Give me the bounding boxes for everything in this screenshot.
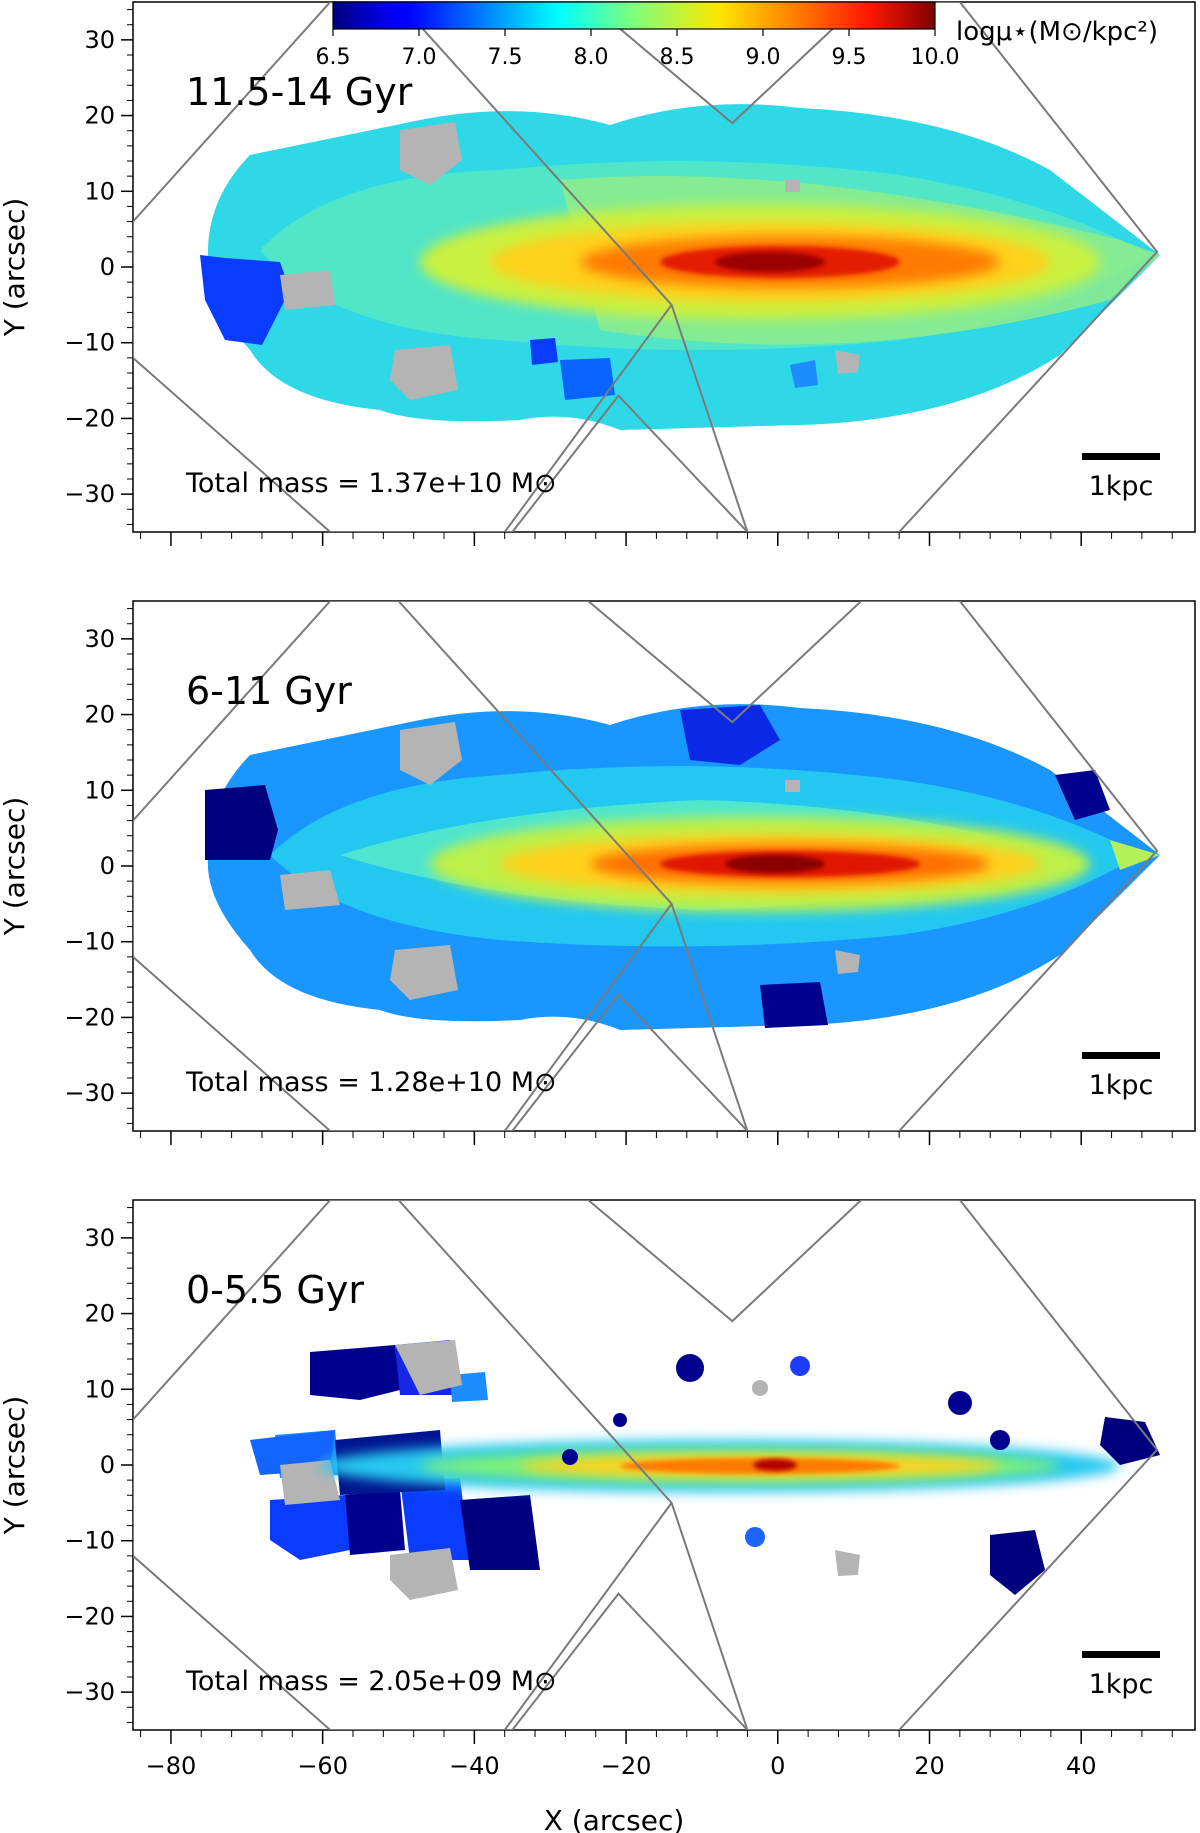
age-range-label: 0-5.5 Gyr <box>186 1268 364 1312</box>
pointing-boundary <box>503 1502 673 1730</box>
y-tick-label: −20 <box>64 404 115 432</box>
colorbar-tick-label: 9.5 <box>832 45 867 70</box>
y-tick-label: −20 <box>64 1602 115 1630</box>
y-tick-label: 20 <box>84 102 115 130</box>
panel-old-stars <box>132 1 1196 533</box>
y-tick-label: 0 <box>100 253 115 281</box>
x-tick-label: −20 <box>601 1752 652 1780</box>
y-tick-label: −10 <box>64 329 115 357</box>
x-axis-label: X (arcsec) <box>544 1804 685 1833</box>
colorbar-tick-label: 6.5 <box>316 45 351 70</box>
x-tick-label: −40 <box>449 1752 500 1780</box>
y-tick-label: 20 <box>84 1300 115 1328</box>
pointing-boundary <box>670 1502 749 1730</box>
x-tick-label: −80 <box>146 1752 197 1780</box>
total-mass-label: Total mass = 2.05e+09 M⊙ <box>185 1666 557 1697</box>
x-tick-label: 40 <box>1066 1752 1097 1780</box>
scale-bar <box>1082 453 1160 460</box>
age-range-label: 11.5-14 Gyr <box>186 70 413 114</box>
y-tick-label: 10 <box>84 177 115 205</box>
total-mass-label: Total mass = 1.37e+10 M⊙ <box>185 468 557 499</box>
y-tick-label: 10 <box>84 1375 115 1403</box>
y-tick-label: −30 <box>64 480 115 508</box>
x-tick-label: 20 <box>914 1752 945 1780</box>
scale-bar-label: 1kpc <box>1089 1070 1154 1101</box>
y-axis-label: Y (arcsec) <box>0 198 31 338</box>
colorbar-tick-label: 8.5 <box>660 45 695 70</box>
pointing-boundary <box>503 903 673 1131</box>
x-tick-label: −60 <box>297 1752 348 1780</box>
age-range-label: 6-11 Gyr <box>186 669 352 713</box>
y-tick-label: −10 <box>64 928 115 956</box>
y-tick-label: 0 <box>100 1451 115 1479</box>
panel-2-axes: 30 20 10 0 −10 −20 −30 Y (arcsec) <box>0 608 1173 1145</box>
y-tick-label: 30 <box>84 26 115 54</box>
muse-field-outline <box>133 1200 1159 1730</box>
scale-bar-label: 1kpc <box>1089 471 1154 502</box>
y-axis-label: Y (arcsec) <box>0 797 31 937</box>
scale-bar <box>1082 1651 1160 1658</box>
pointing-boundary <box>397 2 673 306</box>
stellar-mass-map <box>250 1340 1160 1600</box>
colorbar-tick-label: 7.5 <box>488 45 523 70</box>
colorbar-tick-label: 10.0 <box>911 45 960 70</box>
pointing-boundary <box>670 304 749 532</box>
muse-field-outline <box>133 601 1159 1131</box>
y-tick-label: 10 <box>84 776 115 804</box>
panel-2-annotations: 6-11 Gyr Total mass = 1.28e+10 M⊙ 1kpc <box>133 601 1160 1131</box>
y-tick-label: −10 <box>64 1527 115 1555</box>
scale-bar-label: 1kpc <box>1089 1669 1154 1700</box>
y-tick-label: 20 <box>84 701 115 729</box>
x-tick-label: 0 <box>770 1752 785 1780</box>
y-tick-label: 30 <box>84 1224 115 1252</box>
panel-3-annotations: 0-5.5 Gyr Total mass = 2.05e+09 M⊙ 1kpc <box>133 1200 1160 1730</box>
total-mass-label: Total mass = 1.28e+10 M⊙ <box>185 1067 557 1098</box>
colorbar-tick-label: 9.0 <box>746 45 781 70</box>
pointing-boundary <box>670 903 749 1131</box>
pointing-boundary <box>397 1200 673 1504</box>
pointing-boundary <box>503 304 673 532</box>
colorbar: 6.5 7.0 7.5 8.0 8.5 9.0 9.5 10.0 logμ⋆(M⊙/kpc²) <box>316 1 1158 70</box>
panel-3-axes: 30 20 10 0 −10 −20 −30 −80 −60 −40 −20 0 20 40 Y (arcs… <box>0 1207 1173 1780</box>
y-axis-label: Y (arcsec) <box>0 1396 31 1536</box>
y-tick-label: 0 <box>100 852 115 880</box>
stellar-mass-map <box>205 704 1160 1030</box>
y-tick-label: −20 <box>64 1003 115 1031</box>
colorbar-tick-label: 8.0 <box>574 45 609 70</box>
y-tick-label: −30 <box>64 1678 115 1706</box>
panel-intermediate-stars <box>132 600 1196 1132</box>
colorbar-gradient <box>332 1 936 30</box>
panel-1-axes: 30 20 10 0 −10 −20 −30 Y (arcsec) <box>0 9 1173 546</box>
scale-bar <box>1082 1052 1160 1059</box>
panel-young-stars <box>132 1199 1196 1731</box>
colorbar-tick-label: 7.0 <box>402 45 437 70</box>
colorbar-label: logμ⋆(M⊙/kpc²) <box>956 17 1158 47</box>
y-tick-label: −30 <box>64 1079 115 1107</box>
y-tick-label: 30 <box>84 625 115 653</box>
stellar-mass-map <box>200 104 1160 430</box>
pointing-boundary <box>397 601 673 905</box>
